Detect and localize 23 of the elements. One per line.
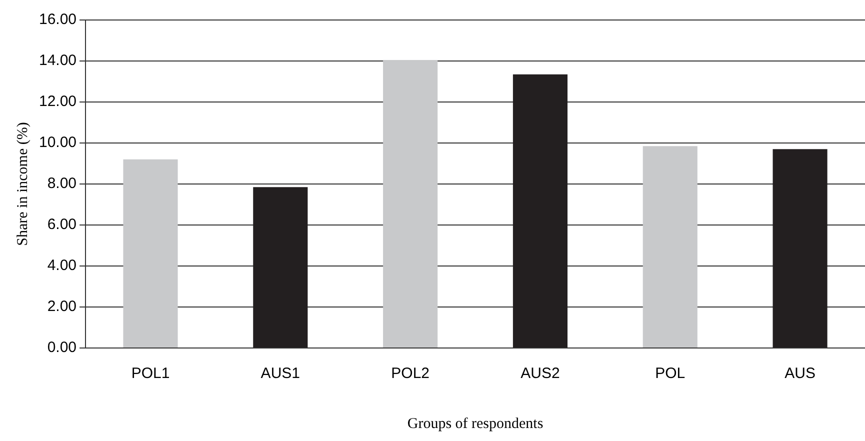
bar [253,187,308,348]
bar [772,149,828,348]
x-tick-label: POL [655,365,686,382]
y-tick-label: 12.00 [38,93,77,110]
y-tick-label: 0.00 [47,339,77,356]
y-tick-label: 4.00 [47,257,77,274]
y-tick-label: 16.00 [38,11,77,28]
bar [512,74,568,348]
y-tick-label: 14.00 [38,52,77,70]
x-tick-label: AUS [784,365,816,382]
x-tick-label: POL1 [131,365,170,382]
y-tick-label: 2.00 [47,298,77,316]
x-tick-label: AUS2 [520,365,560,382]
y-tick-label: 10.00 [38,134,77,152]
x-tick-label: POL2 [391,365,430,382]
bar [123,159,178,348]
y-axis-title: Share in income (%) [14,122,31,246]
y-tick-label: 8.00 [47,175,77,192]
y-tick-label: 6.00 [47,216,77,234]
x-tick-label: AUS1 [260,365,300,382]
x-axis-title: Groups of respondents [407,416,544,432]
bar [383,60,438,348]
bar [642,146,698,348]
